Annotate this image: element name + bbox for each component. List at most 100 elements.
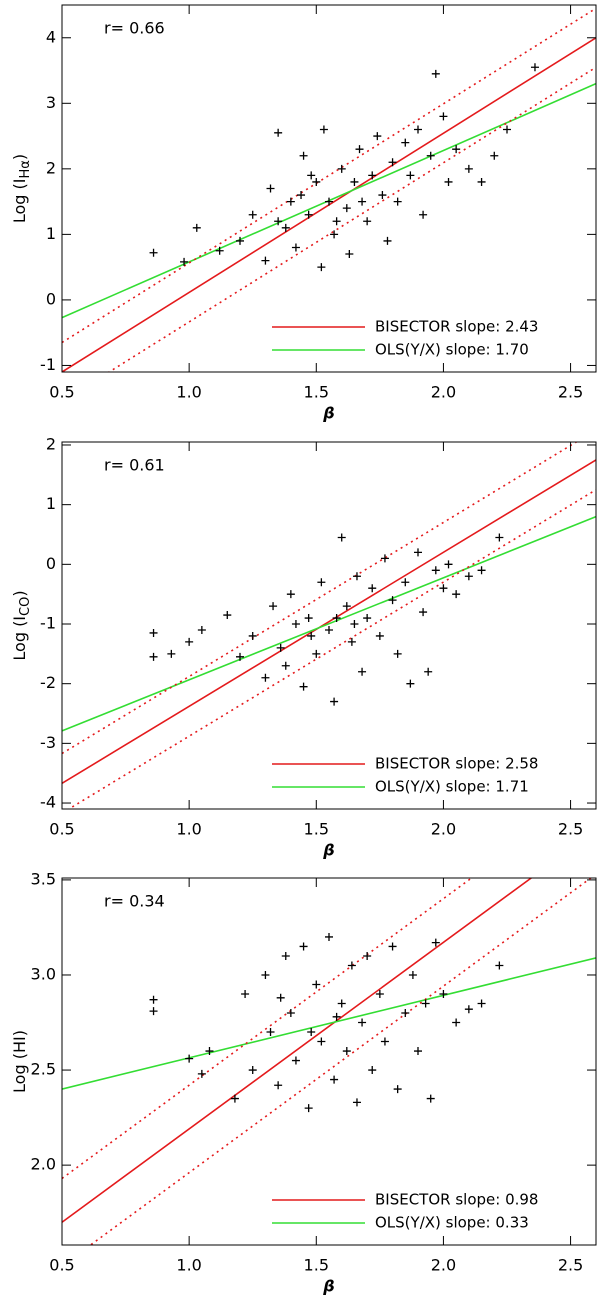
point	[248, 631, 257, 640]
y-axis-label-part: )	[10, 154, 29, 160]
point	[439, 584, 448, 593]
point	[241, 989, 250, 998]
point	[350, 177, 359, 186]
x-tick-label: 2.5	[558, 820, 583, 839]
x-axis-label: β	[322, 1277, 334, 1296]
point	[363, 614, 372, 623]
y-tick-label: 0	[46, 289, 56, 308]
point	[347, 637, 356, 646]
point	[149, 248, 158, 257]
point	[439, 989, 448, 998]
point	[304, 210, 313, 219]
plot-area	[62, 7, 596, 372]
point	[393, 197, 402, 206]
point	[393, 649, 402, 658]
y-axis-label: Log (ICO)	[10, 590, 33, 660]
fit-line	[62, 459, 596, 785]
y-tick-label: 3	[46, 93, 56, 112]
point	[452, 145, 461, 154]
point	[299, 682, 308, 691]
x-tick-label: 1.5	[304, 383, 329, 402]
point	[330, 230, 339, 239]
y-tick-label: 2	[46, 158, 56, 177]
point	[185, 637, 194, 646]
point	[414, 1047, 422, 1056]
point	[388, 596, 397, 605]
legend-label: BISECTOR slope: 2.43	[375, 318, 538, 336]
point	[291, 1056, 300, 1065]
legend-label: OLS(Y/X) slope: 1.71	[375, 778, 529, 796]
point	[149, 652, 158, 661]
point	[352, 1098, 361, 1107]
offset-line	[67, 489, 596, 809]
point	[368, 1066, 377, 1075]
fit-line	[62, 515, 596, 732]
point	[380, 554, 389, 563]
point	[269, 602, 278, 611]
point	[149, 628, 158, 637]
y-tick-label: 2	[46, 434, 56, 453]
point	[230, 1094, 239, 1103]
x-tick-label: 0.5	[49, 383, 74, 402]
x-tick-label: 2.0	[431, 1256, 456, 1275]
point	[426, 1094, 435, 1103]
y-tick-label: -3	[40, 733, 56, 752]
point	[358, 667, 367, 676]
point	[495, 961, 504, 970]
point	[307, 171, 316, 180]
point	[358, 197, 367, 206]
point	[330, 1075, 339, 1084]
point	[149, 1007, 158, 1016]
y-tick-label: -1	[40, 614, 56, 633]
point	[332, 614, 341, 623]
point	[248, 210, 257, 219]
point	[368, 171, 377, 180]
point	[266, 184, 275, 193]
point	[424, 667, 433, 676]
y-tick-label: 1	[46, 224, 56, 243]
plot-area	[62, 878, 596, 1245]
axes-frame	[61, 4, 597, 373]
y-tick-label: -4	[40, 793, 56, 812]
y-tick-label: 1	[46, 494, 56, 513]
x-tick-label: 1.5	[304, 1256, 329, 1275]
point	[317, 578, 326, 587]
y-axis-label-part: Hα	[18, 160, 33, 178]
x-tick-label: 1.5	[304, 820, 329, 839]
point	[378, 191, 387, 200]
point	[274, 1081, 283, 1090]
fit-line	[62, 878, 533, 1223]
point	[464, 1005, 473, 1014]
point	[393, 1085, 402, 1094]
panel: 0.5 1.0 1.5 2.0 2.5 -1 0 1 2 3 4 β Log (IHα) r= 0.66 B…	[10, 4, 597, 423]
point	[185, 1054, 194, 1063]
point	[406, 679, 415, 688]
point	[197, 625, 206, 634]
y-axis-label-part: Log (I	[10, 616, 29, 661]
x-tick-label: 1.0	[176, 820, 201, 839]
point	[419, 210, 428, 219]
axes-frame	[61, 441, 597, 810]
panel: 0.5 1.0 1.5 2.0 2.5 2.0 2.5 3.0 3.5 β Log (HI) r= 0…	[10, 869, 597, 1296]
point	[358, 1018, 367, 1027]
point	[342, 1047, 351, 1056]
point	[342, 602, 351, 611]
point	[401, 1009, 410, 1018]
y-tick-label: 2.0	[31, 1155, 56, 1174]
x-tick-label: 1.0	[176, 1256, 201, 1275]
point	[299, 942, 308, 951]
x-tick-label: 2.5	[558, 1256, 583, 1275]
y-tick-label: 0	[46, 554, 56, 573]
point	[307, 631, 316, 640]
point	[431, 938, 440, 947]
point	[276, 643, 285, 652]
point	[276, 993, 285, 1002]
point	[388, 158, 397, 167]
point	[312, 649, 321, 658]
point	[261, 970, 270, 979]
legend-label: BISECTOR slope: 0.98	[375, 1191, 538, 1209]
point	[345, 250, 354, 259]
point	[236, 652, 244, 661]
point	[286, 197, 295, 206]
y-axis-label-part: Log (HI)	[10, 1030, 29, 1093]
